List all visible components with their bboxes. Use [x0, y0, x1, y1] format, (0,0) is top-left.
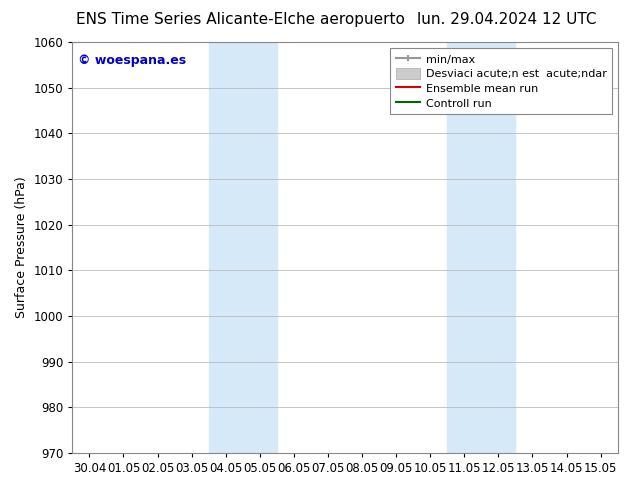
Legend: min/max, Desviaci acute;n est  acute;ndar, Ensemble mean run, Controll run: min/max, Desviaci acute;n est acute;ndar… — [390, 48, 612, 115]
Text: © woespana.es: © woespana.es — [78, 54, 186, 68]
Y-axis label: Surface Pressure (hPa): Surface Pressure (hPa) — [15, 176, 28, 318]
Bar — [209, 42, 277, 453]
Text: ENS Time Series Alicante-Elche aeropuerto: ENS Time Series Alicante-Elche aeropuert… — [77, 12, 405, 27]
Bar — [447, 42, 515, 453]
Text: lun. 29.04.2024 12 UTC: lun. 29.04.2024 12 UTC — [417, 12, 597, 27]
